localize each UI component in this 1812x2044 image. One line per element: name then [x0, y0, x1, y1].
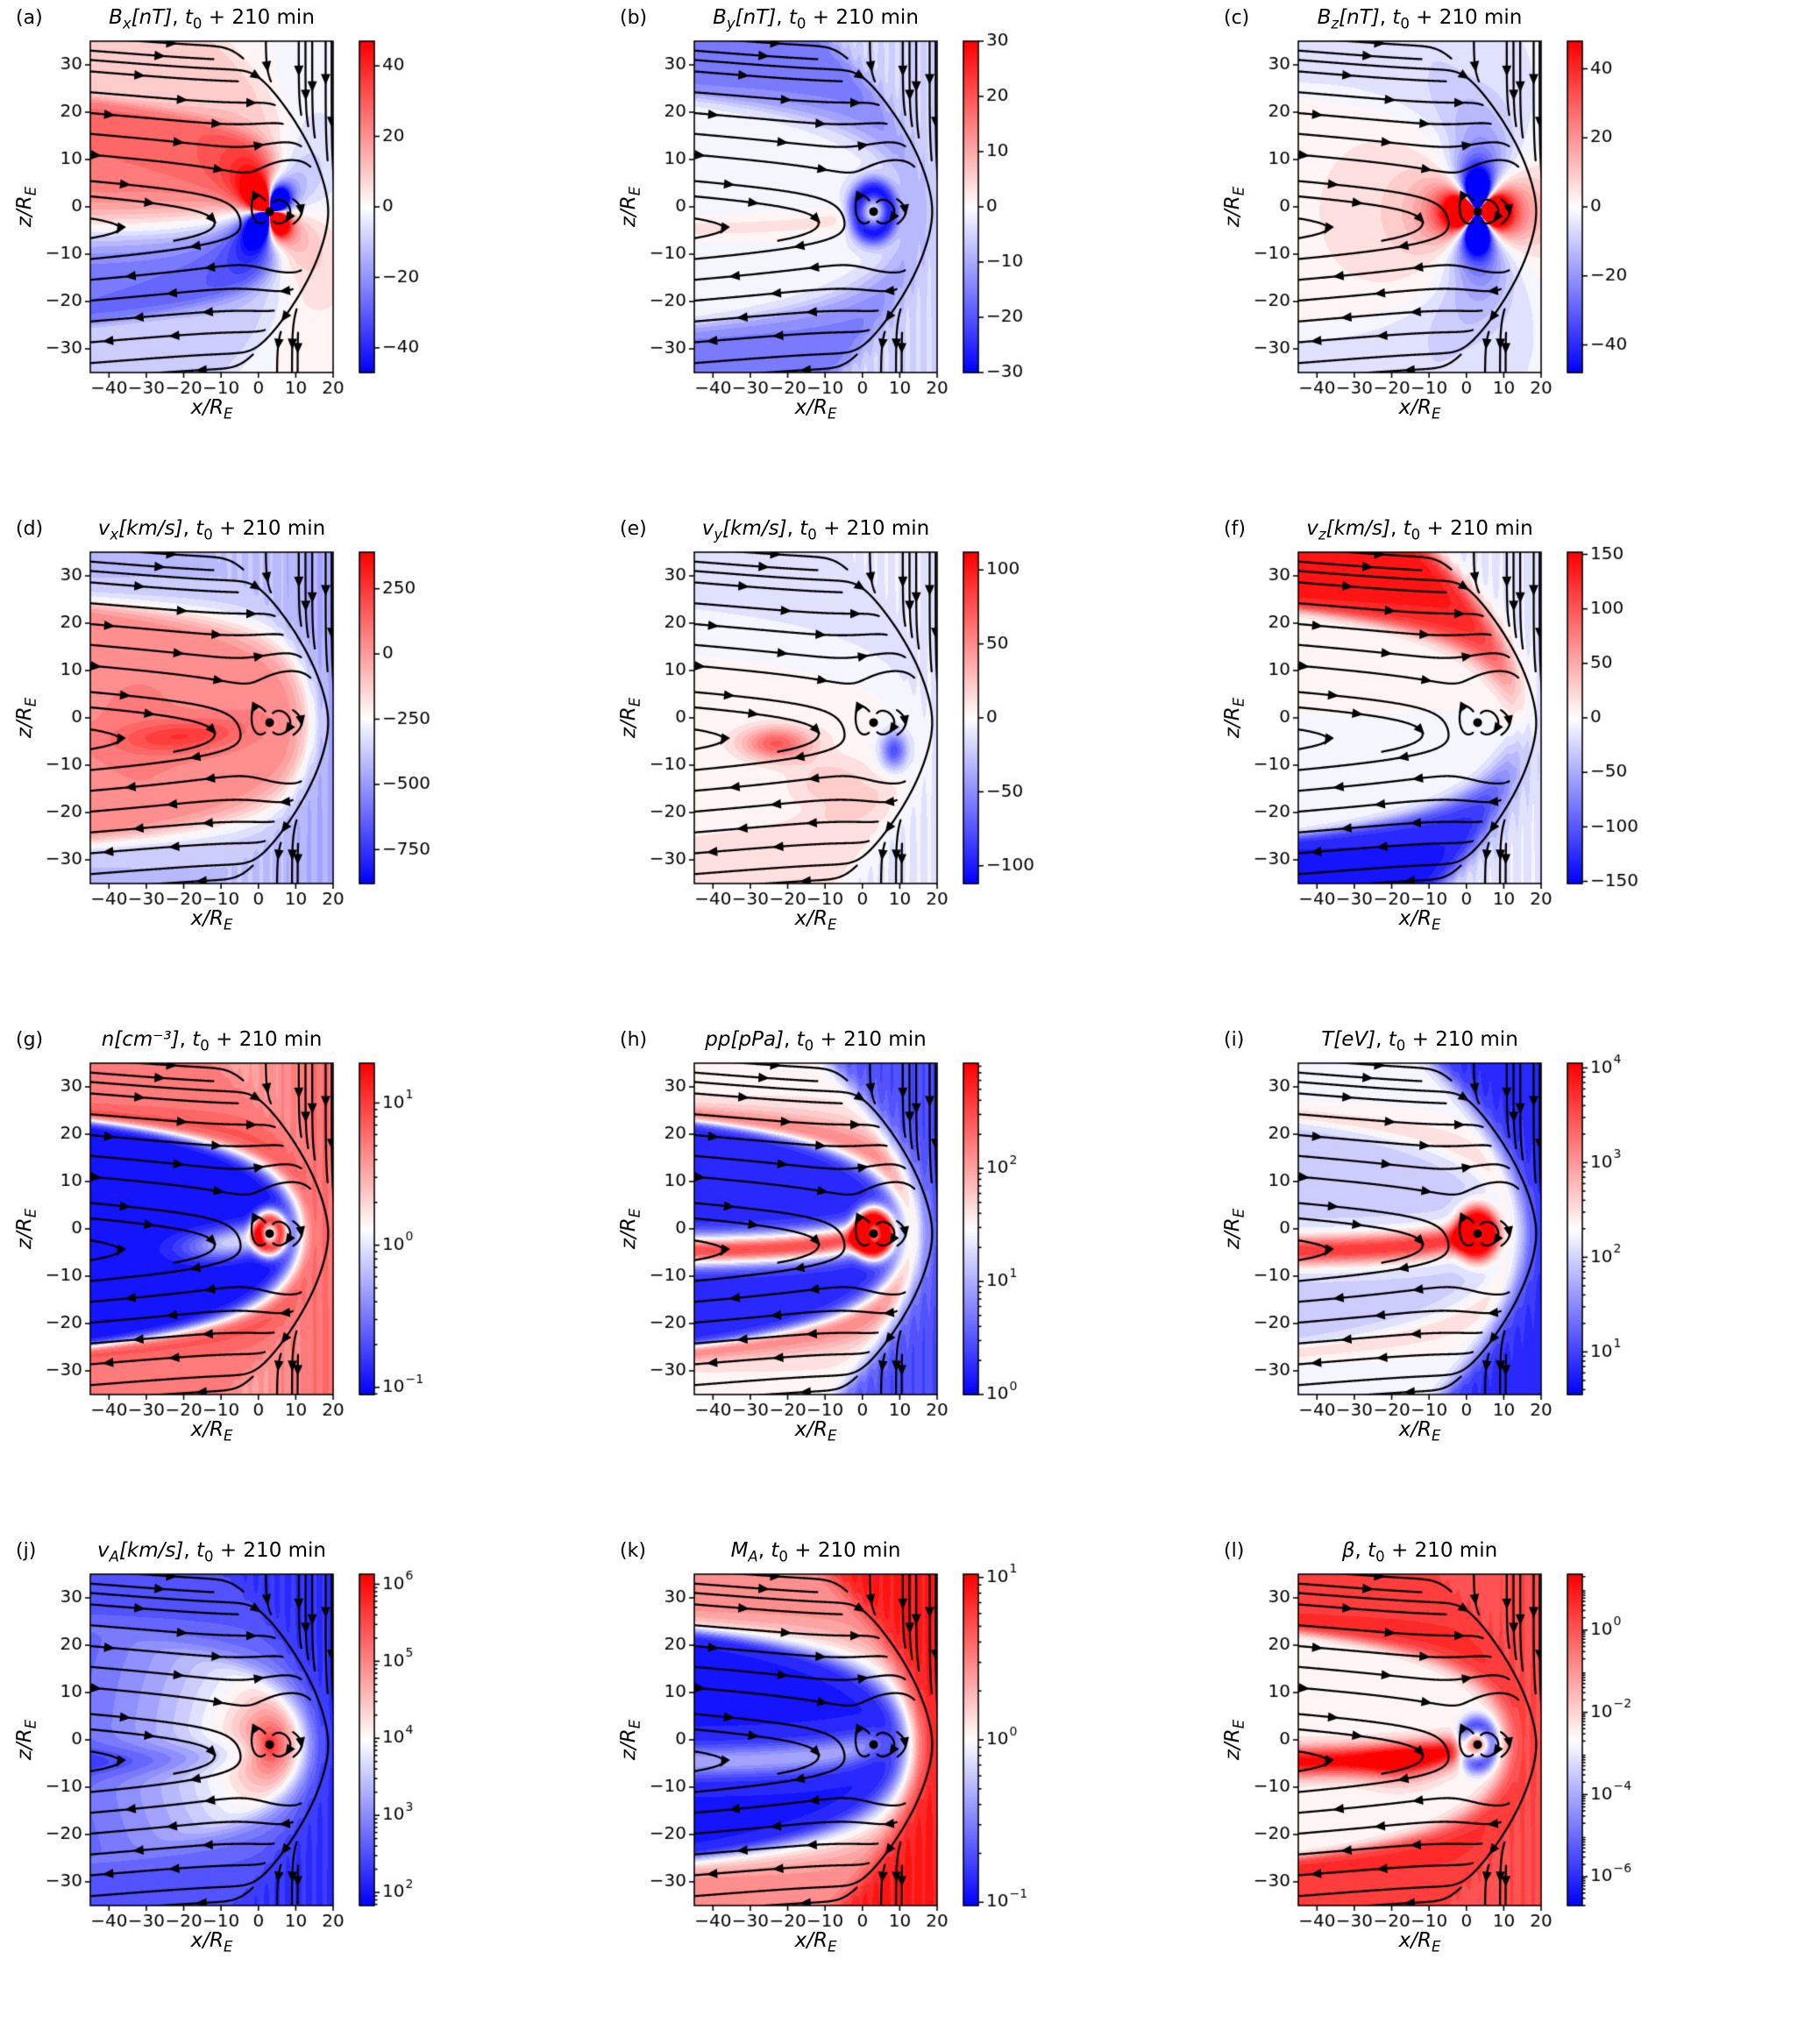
x-axis-label: x/RE — [190, 1418, 233, 1444]
panel-title: vy[km/s], t0 + 210 min — [701, 517, 930, 543]
panel-canvas — [604, 1533, 1208, 2044]
panel-letter: (f) — [1224, 518, 1246, 540]
panel-letter: (d) — [16, 518, 44, 540]
panel-letter: (h) — [620, 1029, 648, 1051]
x-axis-label: x/RE — [190, 907, 233, 933]
x-axis-label: x/RE — [1398, 396, 1441, 422]
panel-title: n[cm⁻³], t0 + 210 min — [101, 1028, 323, 1054]
heatmap-panel-e: (e) vy[km/s], t0 + 210 min z/RE x/RE — [604, 511, 1208, 1022]
x-axis-label: x/RE — [794, 1418, 837, 1444]
y-axis-label: z/RE — [1221, 186, 1247, 228]
heatmap-panel-l: (l) β, t0 + 210 min z/RE x/RE — [1208, 1533, 1812, 2044]
heatmap-panel-j: (j) vA[km/s], t0 + 210 min z/RE x/RE — [0, 1533, 604, 2044]
panel-title: β, t0 + 210 min — [1341, 1539, 1498, 1565]
panel-canvas — [604, 0, 1208, 511]
heatmap-panel-b: (b) By[nT], t0 + 210 min z/RE x/RE — [604, 0, 1208, 511]
y-axis-label: z/RE — [13, 1208, 39, 1250]
x-axis-label: x/RE — [1398, 1929, 1441, 1955]
panel-letter: (g) — [16, 1029, 44, 1051]
panel-canvas — [0, 511, 604, 1022]
panel-title: vx[km/s], t0 + 210 min — [97, 517, 326, 543]
panel-title: pp[pPa], t0 + 210 min — [705, 1028, 927, 1054]
panel-canvas — [1208, 1533, 1812, 2044]
panel-canvas — [604, 511, 1208, 1022]
panel-letter: (l) — [1224, 1540, 1245, 1562]
x-axis-label: x/RE — [794, 396, 837, 422]
heatmap-panel-i: (i) T[eV], t0 + 210 min z/RE x/RE — [1208, 1022, 1812, 1533]
panel-title: By[nT], t0 + 210 min — [713, 6, 919, 32]
panel-canvas — [1208, 1022, 1812, 1533]
panel-title: vA[km/s], t0 + 210 min — [96, 1539, 327, 1565]
y-axis-label: z/RE — [1221, 1719, 1247, 1761]
x-axis-label: x/RE — [1398, 907, 1441, 933]
panel-letter: (j) — [16, 1540, 37, 1562]
y-axis-label: z/RE — [13, 186, 39, 228]
y-axis-label: z/RE — [1221, 697, 1247, 739]
panel-title: vz[km/s], t0 + 210 min — [1306, 517, 1533, 543]
heatmap-panel-h: (h) pp[pPa], t0 + 210 min z/RE x/RE — [604, 1022, 1208, 1533]
panel-title: Bz[nT], t0 + 210 min — [1317, 6, 1523, 32]
heatmap-panel-f: (f) vz[km/s], t0 + 210 min z/RE x/RE — [1208, 511, 1812, 1022]
heatmap-panel-k: (k) MA, t0 + 210 min z/RE x/RE — [604, 1533, 1208, 2044]
panel-letter: (b) — [620, 7, 648, 29]
y-axis-label: z/RE — [617, 1719, 643, 1761]
panel-letter: (a) — [16, 7, 43, 29]
panel-canvas — [0, 0, 604, 511]
x-axis-label: x/RE — [190, 1929, 233, 1955]
y-axis-label: z/RE — [617, 1208, 643, 1250]
panel-canvas — [0, 1022, 604, 1533]
panel-title: Bx[nT], t0 + 210 min — [109, 6, 315, 32]
panel-letter: (e) — [620, 518, 647, 540]
x-axis-label: x/RE — [1398, 1418, 1441, 1444]
heatmap-panel-c: (c) Bz[nT], t0 + 210 min z/RE x/RE — [1208, 0, 1812, 511]
panel-letter: (i) — [1224, 1029, 1245, 1051]
panel-title: MA, t0 + 210 min — [730, 1539, 901, 1565]
heatmap-panel-g: (g) n[cm⁻³], t0 + 210 min z/RE x/RE — [0, 1022, 604, 1533]
y-axis-label: z/RE — [13, 697, 39, 739]
panel-letter: (c) — [1224, 7, 1250, 29]
panel-canvas — [1208, 511, 1812, 1022]
heatmap-panel-a: (a) Bx[nT], t0 + 210 min z/RE x/RE — [0, 0, 604, 511]
x-axis-label: x/RE — [794, 1929, 837, 1955]
panel-canvas — [0, 1533, 604, 2044]
panel-canvas — [1208, 0, 1812, 511]
panel-letter: (k) — [620, 1540, 646, 1562]
y-axis-label: z/RE — [13, 1719, 39, 1761]
x-axis-label: x/RE — [190, 396, 233, 422]
panel-title: T[eV], t0 + 210 min — [1321, 1028, 1518, 1054]
x-axis-label: x/RE — [794, 907, 837, 933]
heatmap-panel-d: (d) vx[km/s], t0 + 210 min z/RE x/RE — [0, 511, 604, 1022]
y-axis-label: z/RE — [617, 186, 643, 228]
panel-canvas — [604, 1022, 1208, 1533]
y-axis-label: z/RE — [1221, 1208, 1247, 1250]
y-axis-label: z/RE — [617, 697, 643, 739]
